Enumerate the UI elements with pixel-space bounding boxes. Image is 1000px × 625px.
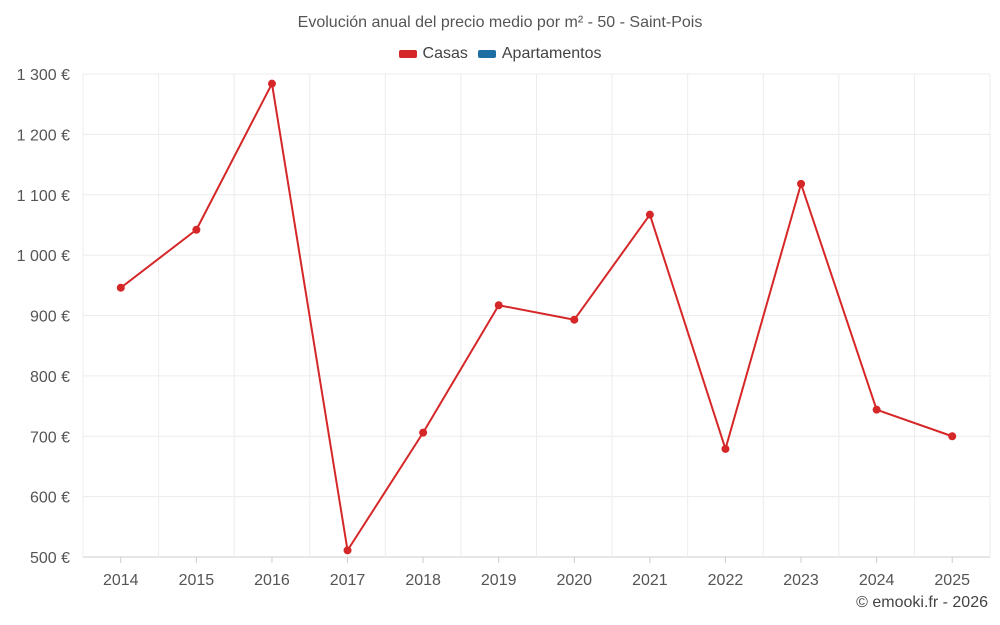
y-tick-label: 1 100 € (17, 188, 70, 205)
data-point-casas (343, 546, 352, 555)
legend-item-casas[interactable]: Casas (398, 45, 468, 63)
data-point-casas (948, 432, 957, 441)
data-point-casas (872, 405, 881, 414)
legend-label-apartamentos: Apartamentos (501, 45, 602, 62)
x-tick-label: 2019 (481, 572, 517, 589)
y-tick-label: 700 € (30, 429, 70, 446)
y-tick-label: 800 € (30, 369, 70, 386)
data-point-casas (267, 79, 276, 88)
data-point-casas (192, 225, 201, 234)
x-tick-label: 2024 (859, 572, 895, 589)
data-point-casas (721, 444, 730, 453)
x-tick-label: 2022 (708, 572, 744, 589)
x-tick-label: 2021 (632, 572, 668, 589)
x-tick-label: 2014 (103, 572, 139, 589)
legend-item-apartamentos[interactable]: Apartamentos (477, 45, 602, 63)
data-point-casas (797, 179, 806, 188)
y-tick-label: 500 € (30, 550, 70, 567)
data-point-casas (645, 210, 654, 219)
data-point-casas (494, 301, 503, 310)
y-tick-label: 1 200 € (17, 127, 70, 144)
x-tick-label: 2018 (405, 572, 441, 589)
x-tick-label: 2015 (179, 572, 215, 589)
x-tick-label: 2017 (330, 572, 366, 589)
data-point-casas (570, 315, 579, 324)
y-tick-label: 1 300 € (17, 67, 70, 84)
legend-swatch-apartamentos (477, 50, 496, 58)
y-tick-label: 1 000 € (17, 248, 70, 265)
x-tick-label: 2023 (783, 572, 819, 589)
chart-legend: Casas Apartamentos (0, 45, 1000, 63)
x-tick-label: 2020 (556, 572, 592, 589)
y-tick-label: 600 € (30, 490, 70, 507)
data-point-casas (116, 283, 125, 292)
data-point-casas (419, 428, 428, 437)
legend-label-casas: Casas (422, 45, 468, 62)
x-tick-label: 2016 (254, 572, 290, 589)
credit-text: © emooki.fr - 2026 (856, 594, 988, 611)
chart-title: Evolución anual del precio medio por m² … (297, 14, 703, 31)
legend-swatch-casas (398, 50, 417, 58)
y-tick-label: 900 € (30, 309, 70, 326)
series-line-casas (120, 82, 953, 552)
x-tick-label: 2025 (934, 572, 970, 589)
